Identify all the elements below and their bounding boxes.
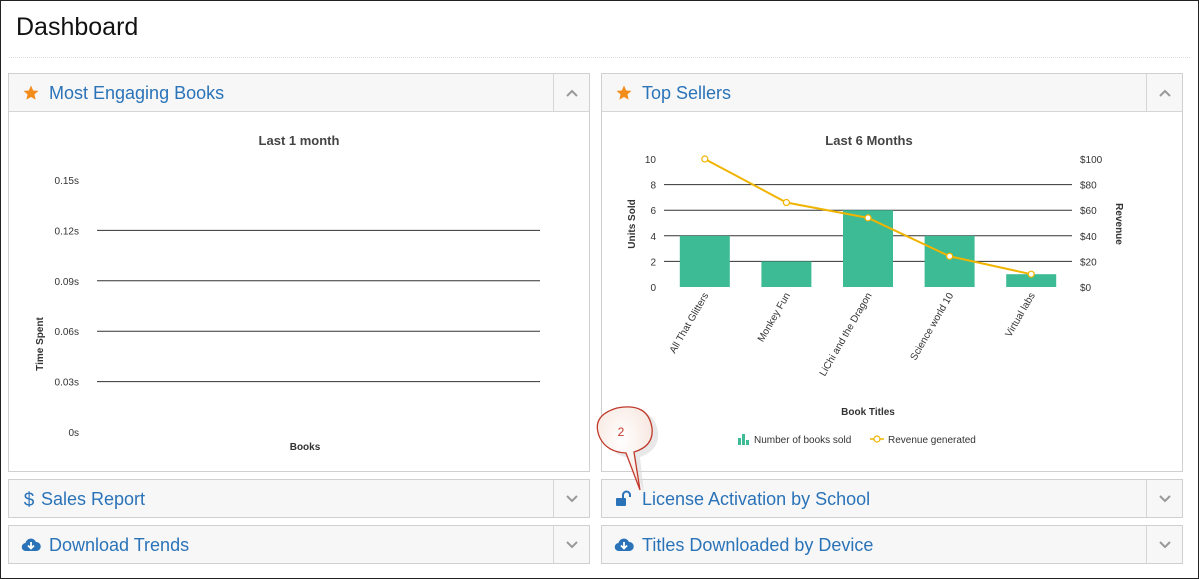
panel-header[interactable]: Top Sellers [602,74,1182,112]
panel-title[interactable]: Top Sellers [642,83,732,103]
y-tick-label-left: 6 [650,206,656,217]
revenue-point[interactable] [701,155,709,163]
star-icon [21,83,41,103]
bar-units-sold[interactable] [924,235,975,287]
panel-title[interactable]: Titles Downloaded by Device [642,535,874,555]
y-tick-label-left: 2 [650,257,656,268]
y-tick-label: 0.09s [55,277,79,288]
star-icon [614,83,634,103]
chart-title: Last 1 month [259,133,340,148]
y-axis-label: Time Spent [35,316,46,370]
y-tick-label-left: 0 [650,283,656,294]
revenue-point[interactable] [782,198,790,207]
bar-units-sold[interactable] [761,261,812,287]
chart-title: Last 6 Months [825,133,912,148]
y-tick-label-left: 10 [645,155,657,166]
bar-units-sold[interactable] [843,210,893,287]
chevron-down-icon[interactable] [1146,480,1182,517]
svg-text:$: $ [24,490,35,509]
y-tick-label: 0.03s [55,378,79,389]
panel-title[interactable]: Download Trends [49,535,190,555]
x-tick-label: Monkey Fun [756,291,793,344]
legend-label: Number of books sold [754,435,851,446]
panel-header[interactable]: $ Sales Report [9,480,589,517]
revenue-point[interactable] [864,214,872,222]
y-tick-label-left: 4 [650,232,656,243]
chevron-up-icon[interactable] [553,74,589,111]
page-title: Dashboard [16,13,139,41]
y-tick-label: 0.15s [55,176,79,187]
x-axis-label: Books [290,442,321,453]
panel-top-sellers: Top Sellers Last 6 Months 0 $0 2 $20 4 $40 6 $6… [601,73,1183,472]
panel-header[interactable]: Download Trends [9,526,589,563]
legend-label: Revenue generated [888,435,976,446]
y-axis-label-right: Revenue [1113,203,1124,245]
panel-title[interactable]: License Activation by School [642,489,871,509]
panel-header[interactable]: License Activation by School [602,480,1182,517]
x-tick-label: LiChi and the Dragon [818,291,875,378]
x-axis-label: Book Titles [841,407,895,418]
chevron-up-icon[interactable] [1146,74,1182,111]
y-tick-label: 0.12s [55,226,79,237]
y-tick-label-right: $0 [1080,283,1092,294]
y-tick-label-right: $20 [1080,257,1097,268]
panel-header[interactable]: Most Engaging Books [9,74,589,112]
panel-most-engaging-books: Most Engaging Books Last 1 month 0s 0.03s… [8,73,590,472]
y-tick-label-right: $80 [1080,181,1097,192]
bar-units-sold[interactable] [679,235,730,287]
chevron-down-icon[interactable] [553,526,589,563]
panel-download-trends: Download Trends [8,525,590,564]
panel-titles-downloaded: Titles Downloaded by Device [601,525,1183,564]
legend-item-line[interactable]: Revenue generated [870,435,976,446]
y-tick-label-left: 8 [650,181,656,192]
x-tick-label: All That Glitters [668,291,712,356]
unlock-icon [614,489,634,509]
panel-header[interactable]: Titles Downloaded by Device [602,526,1182,563]
y-axis-label-left: Units Sold [627,199,638,248]
panel-sales-report: $ Sales Report [8,479,590,518]
panel-title[interactable]: Most Engaging Books [49,83,225,103]
legend-item-bars[interactable]: Number of books sold [738,434,851,446]
revenue-point[interactable] [1027,270,1035,278]
chevron-down-icon[interactable] [1146,526,1182,563]
chart-legend: Number of books sold Revenue generated [738,434,976,446]
bar-units-sold[interactable] [1006,274,1057,287]
revenue-point[interactable] [946,252,954,260]
chart-time-spent: Last 1 month 0s 0.03s 0.06s 0.09s 0.12s 0.15s… [35,133,540,453]
y-tick-label-right: $40 [1080,232,1097,243]
title-divider [9,57,1190,58]
dollar-icon: $ [19,489,39,509]
y-tick-label: 0.06s [55,327,79,338]
cloud-download-icon [614,535,634,555]
y-tick-label: 0s [68,428,79,439]
x-tick-label: Science world 10 [909,291,957,363]
chevron-down-icon[interactable] [553,480,589,517]
y-tick-label-right: $60 [1080,206,1097,217]
panel-license-activation: License Activation by School [601,479,1183,518]
cloud-download-icon [21,535,41,555]
panel-title[interactable]: Sales Report [41,489,146,509]
x-tick-label: Virtual labs [1004,291,1038,339]
y-tick-label-right: $100 [1080,155,1103,166]
